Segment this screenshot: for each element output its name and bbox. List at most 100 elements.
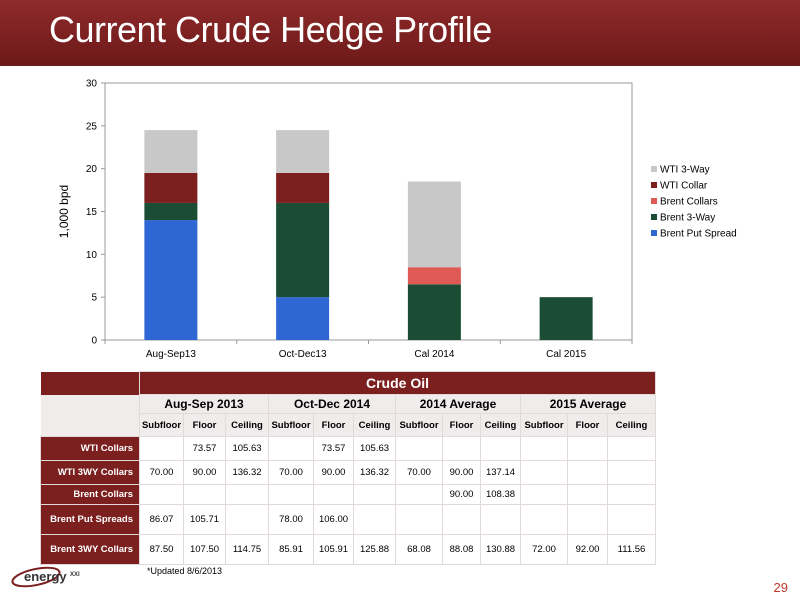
table-cell (520, 504, 568, 535)
slide-title: Current Crude Hedge Profile (49, 9, 492, 50)
column-header: Ceiling (607, 413, 656, 437)
table-cell (353, 504, 396, 535)
table-cell: 73.57 (183, 436, 226, 461)
table-cell (353, 484, 396, 505)
table-cell (395, 504, 443, 535)
row-label: Brent Collars (40, 484, 140, 505)
bar-wti-3-way-1 (276, 130, 330, 173)
group-header: 2015 Average (520, 394, 656, 414)
table-cell: 136.32 (225, 460, 269, 485)
column-header: Subfloor (139, 413, 184, 437)
legend-swatch (651, 230, 657, 236)
legend-label: WTI Collar (660, 181, 708, 192)
table-cell: 90.00 (442, 484, 481, 505)
legend-swatch (651, 198, 657, 204)
group-header: Oct-Dec 2014 (268, 394, 396, 414)
table-corner (40, 413, 140, 437)
table-cell (567, 460, 608, 485)
table-cell (480, 436, 521, 461)
y-tick-label: 25 (86, 121, 98, 132)
table-cell (442, 504, 481, 535)
footnote: *Updated 8/6/2013 (147, 566, 223, 576)
bar-brent-3-way-3 (539, 297, 593, 340)
table-title: Crude Oil (139, 371, 656, 395)
table-cell: 68.08 (395, 534, 443, 565)
table-cell (520, 484, 568, 505)
table-cell: 125.88 (353, 534, 396, 565)
table-cell: 90.00 (313, 460, 354, 485)
bar-brent-3-way-1 (276, 202, 330, 298)
column-header: Floor (183, 413, 226, 437)
table-cell: 130.88 (480, 534, 521, 565)
title-bar: Current Crude Hedge Profile (0, 0, 800, 66)
table-cell: 85.91 (268, 534, 314, 565)
column-header: Ceiling (353, 413, 396, 437)
column-header: Subfloor (520, 413, 568, 437)
row-label: Brent 3WY Collars (40, 534, 140, 565)
table-cell (139, 484, 184, 505)
bar-brent-collars-2 (407, 267, 461, 285)
column-header: Floor (442, 413, 481, 437)
table-cell: 105.63 (353, 436, 396, 461)
y-tick-label: 30 (86, 79, 98, 90)
bar-wti-3-way-0 (144, 130, 198, 173)
energy-xxi-logo: energy XXI (11, 566, 80, 588)
legend-swatch (651, 214, 657, 220)
table-cell (480, 504, 521, 535)
page-number: 29 (773, 580, 788, 595)
table-cell: 78.00 (268, 504, 314, 535)
table-cell: 70.00 (268, 460, 314, 485)
y-tick-label: 10 (86, 250, 98, 261)
table-cell (567, 484, 608, 505)
table-cell (607, 460, 656, 485)
y-tick-label: 15 (86, 207, 98, 218)
bar-wti-3-way-2 (407, 181, 461, 268)
table-cell: 107.50 (183, 534, 226, 565)
table-cell (567, 436, 608, 461)
row-label: WTI 3WY Collars (40, 460, 140, 485)
y-tick-label: 5 (91, 293, 97, 304)
x-tick-label: Cal 2015 (546, 349, 586, 360)
row-label: Brent Put Spreads (40, 504, 140, 535)
table-cell (268, 484, 314, 505)
column-header: Floor (313, 413, 354, 437)
table-cell: 105.71 (183, 504, 226, 535)
table-cell (442, 436, 481, 461)
column-header: Subfloor (395, 413, 443, 437)
legend-label: Brent Collars (660, 197, 718, 208)
table-cell: 105.63 (225, 436, 269, 461)
group-header: 2014 Average (395, 394, 521, 414)
table-cell: 70.00 (395, 460, 443, 485)
table-corner (40, 371, 140, 395)
table-cell: 92.00 (567, 534, 608, 565)
table-cell (225, 504, 269, 535)
y-tick-label: 0 (91, 336, 97, 347)
table-cell (567, 504, 608, 535)
table-cell: 114.75 (225, 534, 269, 565)
column-header: Ceiling (225, 413, 269, 437)
table-cell: 88.08 (442, 534, 481, 565)
table-cell (520, 460, 568, 485)
table-cell (607, 436, 656, 461)
table-cell: 108.38 (480, 484, 521, 505)
table-cell (313, 484, 354, 505)
group-header: Aug-Sep 2013 (139, 394, 269, 414)
table-cell: 87.50 (139, 534, 184, 565)
legend-swatch (651, 166, 657, 172)
table-cell (520, 436, 568, 461)
hedge-table: Crude Oil Aug-Sep 2013 Oct-Dec 2014 2014… (40, 371, 656, 565)
column-header: Subfloor (268, 413, 314, 437)
table-cell (395, 436, 443, 461)
table-cell: 105.91 (313, 534, 354, 565)
legend-label: WTI 3-Way (660, 165, 710, 176)
bar-brent-3-way-2 (407, 284, 461, 340)
table-cell: 106.00 (313, 504, 354, 535)
column-header: Ceiling (480, 413, 521, 437)
x-tick-label: Aug-Sep13 (146, 349, 196, 360)
table-cell (607, 484, 656, 505)
table-row: Brent Put Spreads 86.07 105.71 78.00 106.00 (40, 504, 656, 535)
table-cell: 73.57 (313, 436, 354, 461)
row-label: WTI Collars (40, 436, 140, 461)
table-cell: 137.14 (480, 460, 521, 485)
x-tick-label: Cal 2014 (414, 349, 454, 360)
